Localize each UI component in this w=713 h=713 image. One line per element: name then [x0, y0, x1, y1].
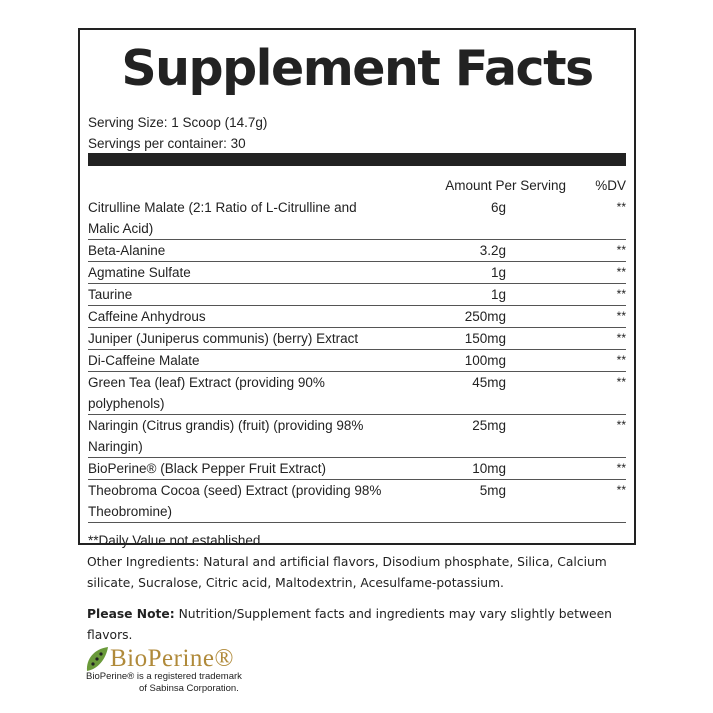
ingredient-name: Beta-Alanine — [88, 243, 166, 258]
table-row: Beta-Alanine 3.2g ** — [88, 240, 626, 262]
note-label: Please Note: — [87, 607, 175, 621]
ingredient-dv: ** — [616, 243, 626, 257]
ingredient-amount: 25mg — [472, 418, 506, 433]
ingredient-name: Theobroma Cocoa (seed) Extract (providin… — [88, 483, 382, 519]
table-row: Naringin (Citrus grandis) (fruit) (provi… — [88, 415, 626, 458]
ingredient-name: Green Tea (leaf) Extract (providing 90% … — [88, 375, 325, 411]
ingredient-name: Naringin (Citrus grandis) (fruit) (provi… — [88, 418, 364, 454]
trademark-line-1: BioPerine® is a registered trademark — [86, 671, 242, 682]
table-row: Di-Caffeine Malate 100mg ** — [88, 350, 626, 372]
ingredient-amount: 10mg — [472, 461, 506, 476]
table-row: BioPerine® (Black Pepper Fruit Extract) 1… — [88, 458, 626, 480]
ingredient-amount: 1g — [490, 287, 506, 302]
servings-per-container: Servings per container: 30 — [88, 136, 246, 151]
ingredient-dv: ** — [616, 200, 626, 214]
table-row: Juniper (Juniperus communis) (berry) Ext… — [88, 328, 626, 350]
ingredient-name: BioPerine® (Black Pepper Fruit Extract) — [88, 461, 327, 476]
serving-size: Serving Size: 1 Scoop (14.7g) — [88, 115, 268, 130]
ingredient-amount: 1g — [490, 265, 506, 280]
ingredient-amount: 3.2g — [479, 243, 506, 258]
panel-title: Supplement Facts — [121, 40, 594, 97]
ingredients-table: Amount Per Serving %DV Citrulline Malate… — [88, 175, 626, 551]
ingredient-dv: ** — [616, 265, 626, 279]
ingredient-amount: 45mg — [472, 375, 506, 390]
dv-header: %DV — [595, 178, 626, 193]
ingredient-name: Juniper (Juniperus communis) (berry) Ext… — [88, 331, 359, 346]
ingredient-dv: ** — [616, 353, 626, 367]
ingredient-name: Agmatine Sulfate — [88, 265, 191, 280]
table-row: Citrulline Malate (2:1 Ratio of L-Citrul… — [88, 197, 626, 240]
ingredient-dv: ** — [616, 309, 626, 323]
ingredient-dv: ** — [616, 375, 626, 389]
ingredient-dv: ** — [616, 418, 626, 432]
ingredient-name: Citrulline Malate (2:1 Ratio of L-Citrul… — [88, 200, 357, 236]
ingredient-amount: 150mg — [464, 331, 506, 346]
ingredient-dv: ** — [616, 461, 626, 475]
table-row: Taurine 1g ** — [88, 284, 626, 306]
pepper-leaf-icon — [86, 647, 108, 671]
ingredient-dv: ** — [616, 287, 626, 301]
table-row: Agmatine Sulfate 1g ** — [88, 262, 626, 284]
table-header: Amount Per Serving %DV — [88, 175, 626, 197]
ingredient-name: Caffeine Anhydrous — [88, 309, 206, 324]
bioperine-wordmark: BioPerine® — [110, 645, 234, 672]
ingredient-amount: 250mg — [464, 309, 506, 324]
trademark-line-2: of Sabinsa Corporation. — [139, 683, 239, 694]
please-note: Please Note: Nutrition/Supplement facts … — [87, 604, 647, 646]
trademark-text: BioPerine® is a registered trademark of … — [86, 671, 242, 695]
footnote: **Daily Value not established — [88, 533, 261, 548]
note-text: Nutrition/Supplement facts and ingredien… — [87, 607, 612, 642]
ingredient-amount: 6g — [490, 200, 506, 215]
table-row: Theobroma Cocoa (seed) Extract (providin… — [88, 480, 626, 523]
ingredient-dv: ** — [616, 483, 626, 497]
amount-header: Amount Per Serving — [445, 178, 566, 193]
ingredient-amount: 100mg — [464, 353, 506, 368]
serving-info: Serving Size: 1 Scoop (14.7g) Servings p… — [88, 112, 626, 154]
thick-divider — [88, 153, 626, 166]
ingredient-name: Taurine — [88, 287, 133, 302]
ingredient-name: Di-Caffeine Malate — [88, 353, 200, 368]
ingredient-dv: ** — [616, 331, 626, 345]
table-row: Green Tea (leaf) Extract (providing 90% … — [88, 372, 626, 415]
table-row: Caffeine Anhydrous 250mg ** — [88, 306, 626, 328]
supplement-facts-panel: Supplement Facts Serving Size: 1 Scoop (… — [78, 28, 636, 548]
other-ingredients: Other Ingredients: Natural and artificia… — [87, 555, 607, 590]
ingredient-amount: 5mg — [479, 483, 506, 498]
